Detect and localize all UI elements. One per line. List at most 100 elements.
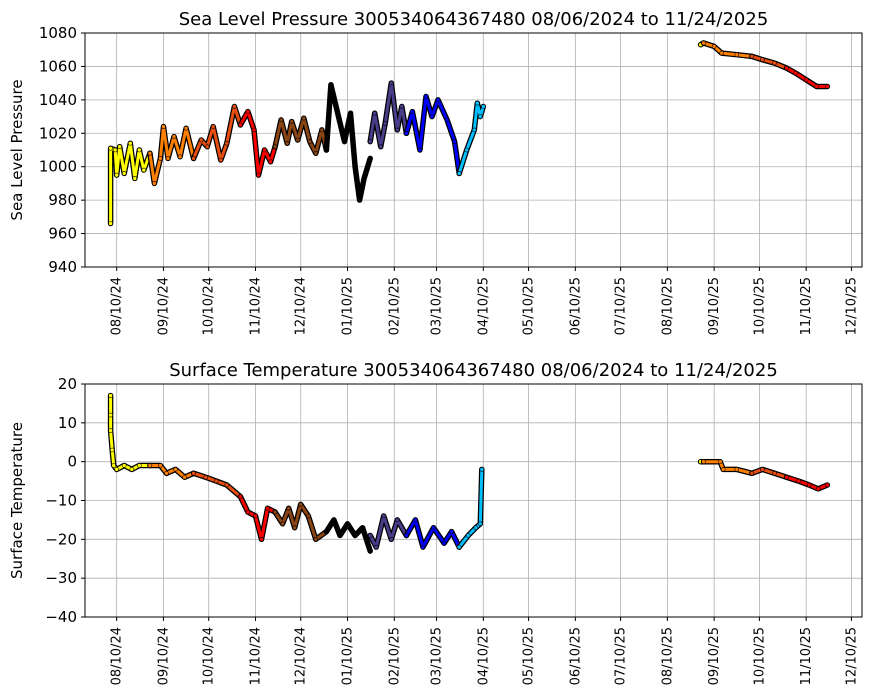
series-line bbox=[702, 41, 754, 58]
data-point bbox=[305, 513, 311, 519]
y-tick-label: 10 bbox=[58, 414, 77, 432]
data-point bbox=[224, 141, 230, 146]
y-tick-label: −40 bbox=[45, 608, 77, 626]
data-point bbox=[204, 144, 210, 149]
y-tick-label: 1080 bbox=[39, 24, 77, 42]
data-point bbox=[259, 536, 264, 542]
x-tick-label: 12/10/24 bbox=[294, 277, 309, 335]
series-line bbox=[273, 502, 328, 541]
data-point bbox=[198, 137, 204, 143]
x-tick-label: 11/10/25 bbox=[799, 277, 814, 335]
data-point bbox=[337, 533, 343, 538]
y-tick-label: 980 bbox=[48, 191, 77, 209]
data-point bbox=[474, 100, 480, 106]
y-tick-label: 1000 bbox=[39, 158, 77, 176]
data-point bbox=[245, 109, 251, 114]
x-tick-label: 08/10/24 bbox=[110, 627, 125, 685]
data-point bbox=[348, 110, 353, 116]
data-point bbox=[128, 141, 133, 146]
y-tick-label: 1040 bbox=[39, 91, 77, 109]
data-point bbox=[191, 470, 196, 476]
data-point bbox=[272, 509, 278, 515]
data-point bbox=[152, 181, 157, 186]
data-point bbox=[423, 94, 429, 99]
data-point bbox=[471, 127, 477, 133]
x-tick-label: 09/10/24 bbox=[156, 627, 171, 685]
sea-level-pressure-chart: 940 960 980 1000 1020 1040 1060 1080 08/10/24 09/… bbox=[8, 9, 863, 335]
x-tick-label: 08/10/24 bbox=[110, 277, 125, 335]
data-point bbox=[161, 124, 166, 129]
data-point bbox=[108, 221, 113, 226]
data-point bbox=[441, 540, 447, 546]
x-tick-label: 01/10/25 bbox=[341, 277, 356, 335]
data-point bbox=[301, 115, 307, 121]
data-point bbox=[360, 525, 365, 531]
x-tick-label: 02/10/25 bbox=[387, 627, 402, 685]
x-tick-label: 11/10/24 bbox=[248, 627, 263, 685]
data-point bbox=[784, 474, 789, 480]
data-point bbox=[410, 109, 415, 114]
series-line bbox=[368, 81, 408, 149]
x-tick-label: 11/10/24 bbox=[248, 277, 263, 335]
data-point bbox=[295, 137, 301, 143]
plot-frame bbox=[84, 32, 863, 268]
data-point bbox=[464, 147, 470, 153]
x-tick-label: 10/10/25 bbox=[752, 627, 767, 685]
y-tick-label: 960 bbox=[48, 225, 77, 243]
data-point bbox=[324, 529, 329, 534]
data-point bbox=[477, 114, 483, 119]
data-point bbox=[435, 97, 441, 103]
x-tick-label: 04/10/25 bbox=[476, 627, 491, 685]
data-point bbox=[480, 104, 486, 109]
data-point bbox=[108, 393, 113, 398]
series-outline bbox=[456, 466, 485, 550]
data-point bbox=[129, 467, 135, 472]
data-point bbox=[268, 159, 273, 164]
data-point bbox=[286, 505, 292, 511]
data-point bbox=[361, 176, 367, 181]
data-point bbox=[109, 447, 115, 453]
x-tick-label: 07/10/25 bbox=[614, 277, 629, 335]
data-point bbox=[420, 544, 426, 550]
x-tick-label: 12/10/24 bbox=[294, 627, 309, 685]
data-point bbox=[183, 126, 189, 131]
data-point bbox=[298, 502, 304, 507]
data-point bbox=[331, 517, 337, 523]
y-tick-label: −30 bbox=[45, 569, 77, 587]
data-point bbox=[319, 127, 325, 133]
data-point bbox=[784, 65, 789, 71]
data-point bbox=[444, 117, 450, 123]
x-tick-label: 06/10/25 bbox=[568, 627, 583, 685]
data-point bbox=[214, 478, 219, 484]
data-point bbox=[452, 139, 457, 144]
data-point bbox=[158, 463, 163, 468]
data-point bbox=[289, 119, 295, 124]
data-point bbox=[191, 156, 196, 161]
data-point bbox=[399, 104, 405, 109]
data-point bbox=[177, 154, 183, 159]
x-tick-label: 06/10/25 bbox=[568, 277, 583, 335]
data-point bbox=[245, 509, 251, 515]
data-point bbox=[210, 124, 216, 129]
data-point bbox=[394, 517, 400, 523]
y-tick-label: 20 bbox=[58, 375, 77, 393]
y-tick-label: 1020 bbox=[39, 124, 77, 142]
surface-temperature-chart: −40 −30 −20 −10 0 10 20 08/10/24 09/10/24 10/10/2… bbox=[8, 360, 863, 685]
y-axis-label: Surface Temperature bbox=[8, 422, 26, 579]
data-point bbox=[114, 467, 119, 472]
x-tick-label: 05/10/25 bbox=[522, 277, 537, 335]
data-point bbox=[367, 548, 373, 554]
x-tick-label: 03/10/25 bbox=[430, 627, 445, 685]
x-tick-label: 05/10/25 bbox=[522, 627, 537, 685]
data-point bbox=[824, 84, 830, 89]
data-point bbox=[352, 164, 358, 169]
data-point bbox=[772, 60, 777, 66]
y-tick-label: 1060 bbox=[39, 57, 77, 75]
data-point bbox=[760, 57, 765, 63]
data-point bbox=[456, 544, 462, 550]
data-point bbox=[749, 470, 755, 476]
data-point bbox=[336, 114, 341, 119]
series-line bbox=[273, 116, 328, 155]
data-point bbox=[734, 52, 740, 58]
data-point bbox=[284, 141, 290, 146]
